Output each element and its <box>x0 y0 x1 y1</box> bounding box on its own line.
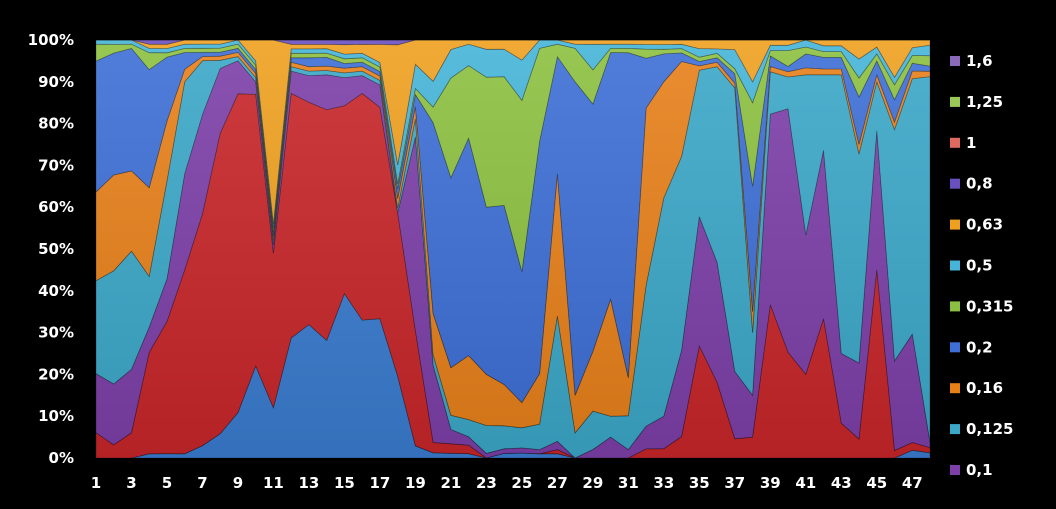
legend-label: 0,16 <box>966 379 1003 397</box>
legend-item: 0,5 <box>950 257 993 275</box>
y-tick-label: 30% <box>38 324 74 342</box>
legend-label: 0,125 <box>966 420 1013 438</box>
plot-gloss <box>96 40 930 458</box>
y-tick-label: 60% <box>38 198 74 216</box>
x-tick-label: 29 <box>582 474 603 492</box>
y-tick-label: 90% <box>38 73 74 91</box>
legend-label: 0,5 <box>966 257 993 275</box>
x-tick-label: 47 <box>902 474 923 492</box>
legend-swatch <box>950 424 960 435</box>
legend-label: 0,63 <box>966 216 1003 234</box>
x-tick-label: 1 <box>91 474 101 492</box>
x-tick-label: 13 <box>298 474 319 492</box>
y-tick-label: 0% <box>49 449 74 467</box>
legend-item: 0,315 <box>950 297 1013 315</box>
y-tick-label: 100% <box>28 31 74 49</box>
x-tick-label: 15 <box>334 474 355 492</box>
legend-label: 1,6 <box>966 52 993 70</box>
legend-item: 0,16 <box>950 379 1003 397</box>
legend-label: 0,8 <box>966 175 993 193</box>
x-axis: 1 3 5 7 9 11 13 15 17 19 21 23 25 27 29 31 33 35 37 39 41 43 4… <box>91 474 923 492</box>
legend-swatch <box>950 301 960 312</box>
legend-swatch <box>950 260 960 271</box>
legend-swatch <box>950 342 960 353</box>
legend-swatch <box>950 178 960 189</box>
x-tick-label: 5 <box>162 474 172 492</box>
y-tick-label: 50% <box>38 240 74 258</box>
y-axis: 0% 10% 20% 30% 40% 50% 60% 70% 80% 90% 100% <box>28 31 74 467</box>
legend-item: 1,6 <box>950 52 993 70</box>
legend-swatch <box>950 56 960 66</box>
x-tick-label: 39 <box>760 474 781 492</box>
legend-label: 1,25 <box>966 93 1003 111</box>
x-tick-label: 21 <box>440 474 461 492</box>
x-tick-label: 45 <box>866 474 887 492</box>
legend-swatch <box>950 465 960 475</box>
x-tick-label: 35 <box>689 474 710 492</box>
x-tick-label: 23 <box>476 474 497 492</box>
legend-item: 1 <box>950 134 976 152</box>
legend-item: 0,1 <box>950 461 993 479</box>
x-tick-label: 3 <box>126 474 136 492</box>
legend-swatch <box>950 219 960 230</box>
legend-swatch <box>950 96 960 107</box>
x-tick-label: 37 <box>724 474 745 492</box>
x-tick-label: 41 <box>795 474 816 492</box>
legend-item: 0,2 <box>950 338 993 356</box>
x-tick-label: 9 <box>233 474 243 492</box>
legend-swatch <box>950 383 960 394</box>
y-tick-label: 10% <box>38 407 74 425</box>
legend-label: 0,2 <box>966 338 993 356</box>
x-tick-label: 27 <box>547 474 568 492</box>
y-tick-label: 40% <box>38 282 74 300</box>
y-tick-label: 70% <box>38 156 74 174</box>
y-tick-label: 20% <box>38 365 74 383</box>
legend-item: 0,63 <box>950 216 1003 234</box>
x-tick-label: 43 <box>831 474 852 492</box>
x-tick-label: 25 <box>511 474 532 492</box>
x-tick-label: 11 <box>263 474 284 492</box>
legend-item: 1,25 <box>950 93 1003 111</box>
legend-item: 0,125 <box>950 420 1013 438</box>
x-tick-label: 17 <box>369 474 390 492</box>
legend-label: 0,1 <box>966 461 993 479</box>
legend-item: 0,8 <box>950 175 993 193</box>
x-tick-label: 31 <box>618 474 639 492</box>
legend-swatch <box>950 137 960 148</box>
legend-label: 1 <box>966 134 976 152</box>
x-tick-label: 33 <box>653 474 674 492</box>
y-tick-label: 80% <box>38 115 74 133</box>
x-tick-label: 19 <box>405 474 426 492</box>
legend: 1,6 1,25 1 0,8 0,63 0,5 0,315 0,2 0,16 0,125 0,1 <box>950 52 1013 479</box>
x-tick-label: 7 <box>197 474 207 492</box>
legend-label: 0,315 <box>966 297 1013 315</box>
plot-area <box>95 39 931 459</box>
